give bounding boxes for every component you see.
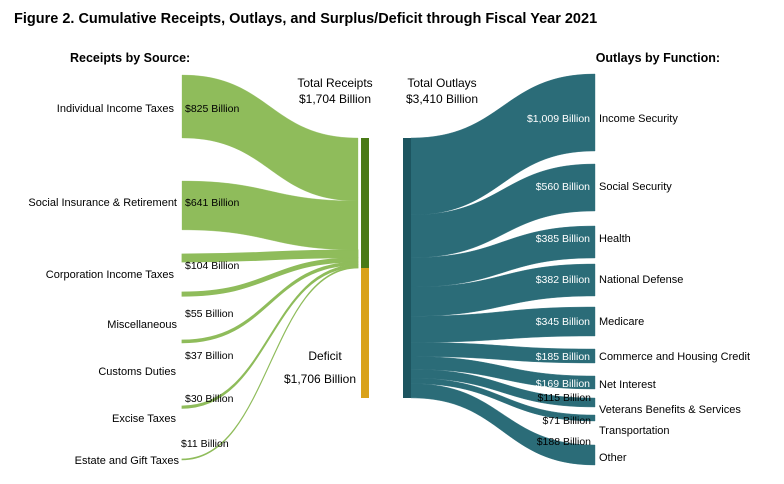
outlay-flow-income-security (410, 73, 596, 216)
outlay-function-label: Transportation (599, 425, 670, 437)
receipt-source-label: Estate and Gift Taxes (75, 455, 180, 467)
outlay-function-label: Social Security (599, 181, 672, 193)
outlay-flow-veterans-benefits-services (410, 369, 596, 408)
receipt-value-label: $37 Billion (185, 350, 234, 362)
outlay-flow-commerce-and-housing-credit (410, 342, 596, 364)
outlay-value-label: $560 Billion (536, 181, 590, 193)
outlay-value-label: $188 Billion (537, 436, 591, 448)
receipt-labels: Individual Income Taxes $825 Billion Socia… (28, 103, 239, 467)
outlay-function-label: Medicare (599, 316, 644, 328)
total-receipts-label: Total Receipts (297, 76, 372, 90)
outlay-function-label: Health (599, 233, 631, 245)
receipt-source-label: Customs Duties (98, 366, 176, 378)
outlay-value-label: $185 Billion (536, 351, 590, 363)
receipt-value-label: $30 Billion (185, 393, 234, 405)
outlay-value-label: $71 Billion (543, 415, 592, 427)
outlay-flow-national-defense (410, 263, 596, 317)
outlay-value-label: $382 Billion (536, 274, 590, 286)
outlay-function-label: Other (599, 452, 627, 464)
total-receipts-value: $1,704 Billion (299, 92, 371, 106)
outlay-function-label: Income Security (599, 113, 678, 125)
outlay-flow-other (410, 383, 596, 466)
outlays-bar (403, 138, 411, 398)
outlay-value-label: $345 Billion (536, 316, 590, 328)
outlay-value-label: $385 Billion (536, 233, 590, 245)
receipt-source-label: Miscellaneous (107, 319, 177, 331)
receipt-value-label: $641 Billion (185, 197, 239, 209)
chart-title: Figure 2. Cumulative Receipts, Outlays, … (14, 11, 597, 27)
receipt-value-label: $104 Billion (185, 260, 239, 272)
outlay-function-label: National Defense (599, 274, 683, 286)
receipt-source-label: Individual Income Taxes (57, 103, 175, 115)
outlay-value-label: $1,009 Billion (527, 113, 590, 125)
receipt-source-label: Social Insurance & Retirement (28, 197, 177, 209)
outlay-flow-medicare (410, 306, 596, 343)
outlay-function-label: Net Interest (599, 379, 656, 391)
outlay-flow-social-security (410, 163, 596, 258)
deficit-label: Deficit (308, 349, 342, 363)
deficit-bar (361, 268, 369, 398)
outlay-flow-transportation (410, 377, 596, 422)
outlay-value-label: $169 Billion (536, 378, 590, 390)
receipt-flows (181, 74, 359, 461)
outlay-function-label: Commerce and Housing Credit (599, 351, 750, 363)
total-outlays-label: Total Outlays (407, 76, 476, 90)
receipt-source-label: Corporation Income Taxes (46, 269, 175, 281)
deficit-value: $1,706 Billion (284, 372, 356, 386)
outlay-function-label: Veterans Benefits & Services (599, 404, 741, 416)
outlays-heading: Outlays by Function: (596, 51, 720, 65)
total-bars (361, 138, 411, 398)
receipt-value-label: $825 Billion (185, 103, 239, 115)
receipt-value-label: $55 Billion (185, 308, 234, 320)
receipt-source-label: Excise Taxes (112, 413, 176, 425)
outlay-value-label: $115 Billion (537, 392, 591, 404)
outlay-flows (410, 73, 596, 466)
outlay-flow-net-interest (410, 356, 596, 390)
total-outlays-value: $3,410 Billion (406, 92, 478, 106)
receipt-flow-excise-taxes (181, 264, 359, 409)
outlay-flow-health (410, 225, 596, 288)
receipts-bar (361, 138, 369, 268)
receipt-value-label: $11 Billion (181, 438, 229, 450)
receipt-flow-estate-and-gift-taxes (181, 266, 359, 461)
outlay-labels: $1,009 Billion Income Security $560 Billio… (527, 113, 750, 464)
receipts-heading: Receipts by Source: (70, 51, 190, 65)
